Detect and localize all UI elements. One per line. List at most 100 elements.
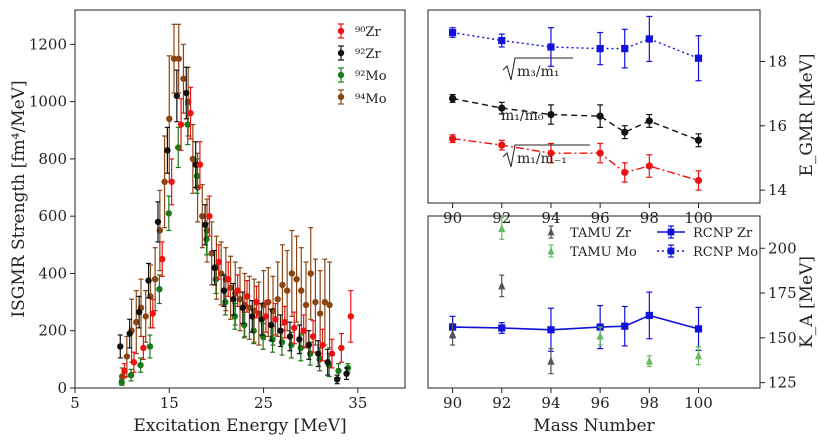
point-mo94 xyxy=(236,296,244,303)
point-zr90 xyxy=(262,313,270,320)
point-m1mm1 xyxy=(596,149,604,157)
point-rcnp xyxy=(596,45,604,53)
point-mo94 xyxy=(326,301,333,309)
point-mo92 xyxy=(203,235,210,243)
point-m1mm1 xyxy=(547,149,555,157)
point-m1m0 xyxy=(621,128,629,136)
point-zr92 xyxy=(164,147,171,154)
point-zr92 xyxy=(324,359,331,366)
point-mo94 xyxy=(321,298,329,306)
y-tick-label: 18 xyxy=(768,52,787,70)
series-zr92 xyxy=(117,66,350,385)
point-mo92 xyxy=(241,321,248,329)
y-tick-label: 200 xyxy=(38,322,67,340)
point-mo94 xyxy=(312,298,319,306)
point-zr90 xyxy=(291,324,298,332)
x-tick-label: 96 xyxy=(591,394,610,412)
point-rcnp xyxy=(694,325,703,333)
point-rcnp xyxy=(621,322,629,330)
ka-y-label: K_A [MeV] xyxy=(797,256,817,348)
point-mo92 xyxy=(184,121,191,128)
strength-panel: 5 15 25 35 0 200 400 600 800 1000 1200 Excitation … xyxy=(9,9,406,436)
y-tick-label: 400 xyxy=(38,264,67,282)
point-m1m0 xyxy=(547,110,555,119)
point-mo92 xyxy=(165,210,173,217)
point-zr90 xyxy=(140,344,147,352)
point-zr92 xyxy=(249,313,256,320)
point-mo94 xyxy=(208,250,215,257)
series-mo92 xyxy=(118,103,352,386)
point-zr92 xyxy=(220,287,228,294)
point-zr92 xyxy=(173,92,181,100)
y-tick-label: 0 xyxy=(57,379,67,397)
legend-label-mo94: ⁹⁴Mo xyxy=(355,92,387,107)
point-zr92 xyxy=(145,277,152,284)
point-mo94 xyxy=(175,55,182,62)
x-tick-label: 5 xyxy=(70,394,80,412)
strength-legend: ⁹⁰Zr ⁹²Zr ⁹²Mo ⁹⁴Mo xyxy=(337,23,387,107)
annotation-sqrt-m3-m1: m₃/m₁ xyxy=(502,57,573,81)
point-rcnp xyxy=(694,54,703,62)
series-tamu_mo xyxy=(498,217,703,368)
point-zr92 xyxy=(126,330,133,337)
point-rcnp xyxy=(547,326,555,334)
strength-x-label: Excitation Energy [MeV] xyxy=(133,416,346,436)
point-tamu_zr xyxy=(547,356,555,365)
point-m1mm1 xyxy=(694,176,703,185)
series-m1mm1 xyxy=(448,134,703,191)
point-mo94 xyxy=(293,275,300,283)
point-mo92 xyxy=(146,343,154,350)
legend-marker-rcnp-mo xyxy=(667,247,675,255)
point-mo92 xyxy=(335,367,342,375)
point-mo94 xyxy=(274,296,281,303)
point-m1mm1 xyxy=(645,162,653,170)
point-tamu_mo xyxy=(694,351,703,360)
x-tick-label: 100 xyxy=(684,394,713,412)
point-zr90 xyxy=(130,359,138,366)
point-m1mm1 xyxy=(448,135,457,143)
point-rcnp xyxy=(645,311,653,320)
point-m1m0 xyxy=(448,94,457,103)
point-zr90 xyxy=(319,341,326,349)
point-zr90 xyxy=(309,333,317,340)
y-tick-label: 125 xyxy=(768,374,797,392)
point-mo94 xyxy=(307,270,314,277)
point-mo94 xyxy=(302,301,310,309)
point-m1mm1 xyxy=(621,168,629,177)
legend-label-tamu-zr: TAMU Zr xyxy=(570,226,632,241)
point-zr90 xyxy=(196,161,204,168)
point-zr90 xyxy=(338,344,345,352)
point-mo92 xyxy=(118,379,125,386)
point-tamu_mo xyxy=(498,223,506,233)
point-zr92 xyxy=(343,370,350,377)
point-tamu_zr xyxy=(448,329,457,338)
ka-plot-frame xyxy=(427,215,761,389)
point-mo92 xyxy=(156,286,163,293)
point-zr90 xyxy=(206,212,213,220)
legend-label-zr92: ⁹²Zr xyxy=(355,47,381,62)
point-mo92 xyxy=(222,298,229,306)
series-rcnp xyxy=(448,15,703,82)
x-tick-label: 15 xyxy=(160,394,179,412)
legend-marker-zr92 xyxy=(337,49,345,57)
point-rcnp xyxy=(448,28,457,37)
point-zr92 xyxy=(135,308,143,316)
x-tick-label: 100 xyxy=(684,209,713,227)
annotation-sqrt-m1-mm1: m₁/m₋₁ xyxy=(502,144,590,168)
y-tick-label: 175 xyxy=(768,284,797,302)
point-mo94 xyxy=(255,310,263,317)
line-rcnp xyxy=(452,314,699,331)
strength-plot-frame xyxy=(74,9,406,389)
legend-marker-rcnp-zr xyxy=(667,228,675,236)
point-rcnp xyxy=(645,35,653,43)
legend-marker-mo94 xyxy=(337,93,345,101)
point-zr92 xyxy=(154,218,162,226)
y-tick-label: 14 xyxy=(768,181,787,199)
x-tick-label: 96 xyxy=(591,209,610,227)
point-mo92 xyxy=(278,338,286,346)
point-zr92 xyxy=(305,341,313,349)
series-m1m0 xyxy=(448,93,703,148)
ka-x-label: Mass Number xyxy=(533,416,655,436)
y-tick-label: 200 xyxy=(768,239,797,257)
